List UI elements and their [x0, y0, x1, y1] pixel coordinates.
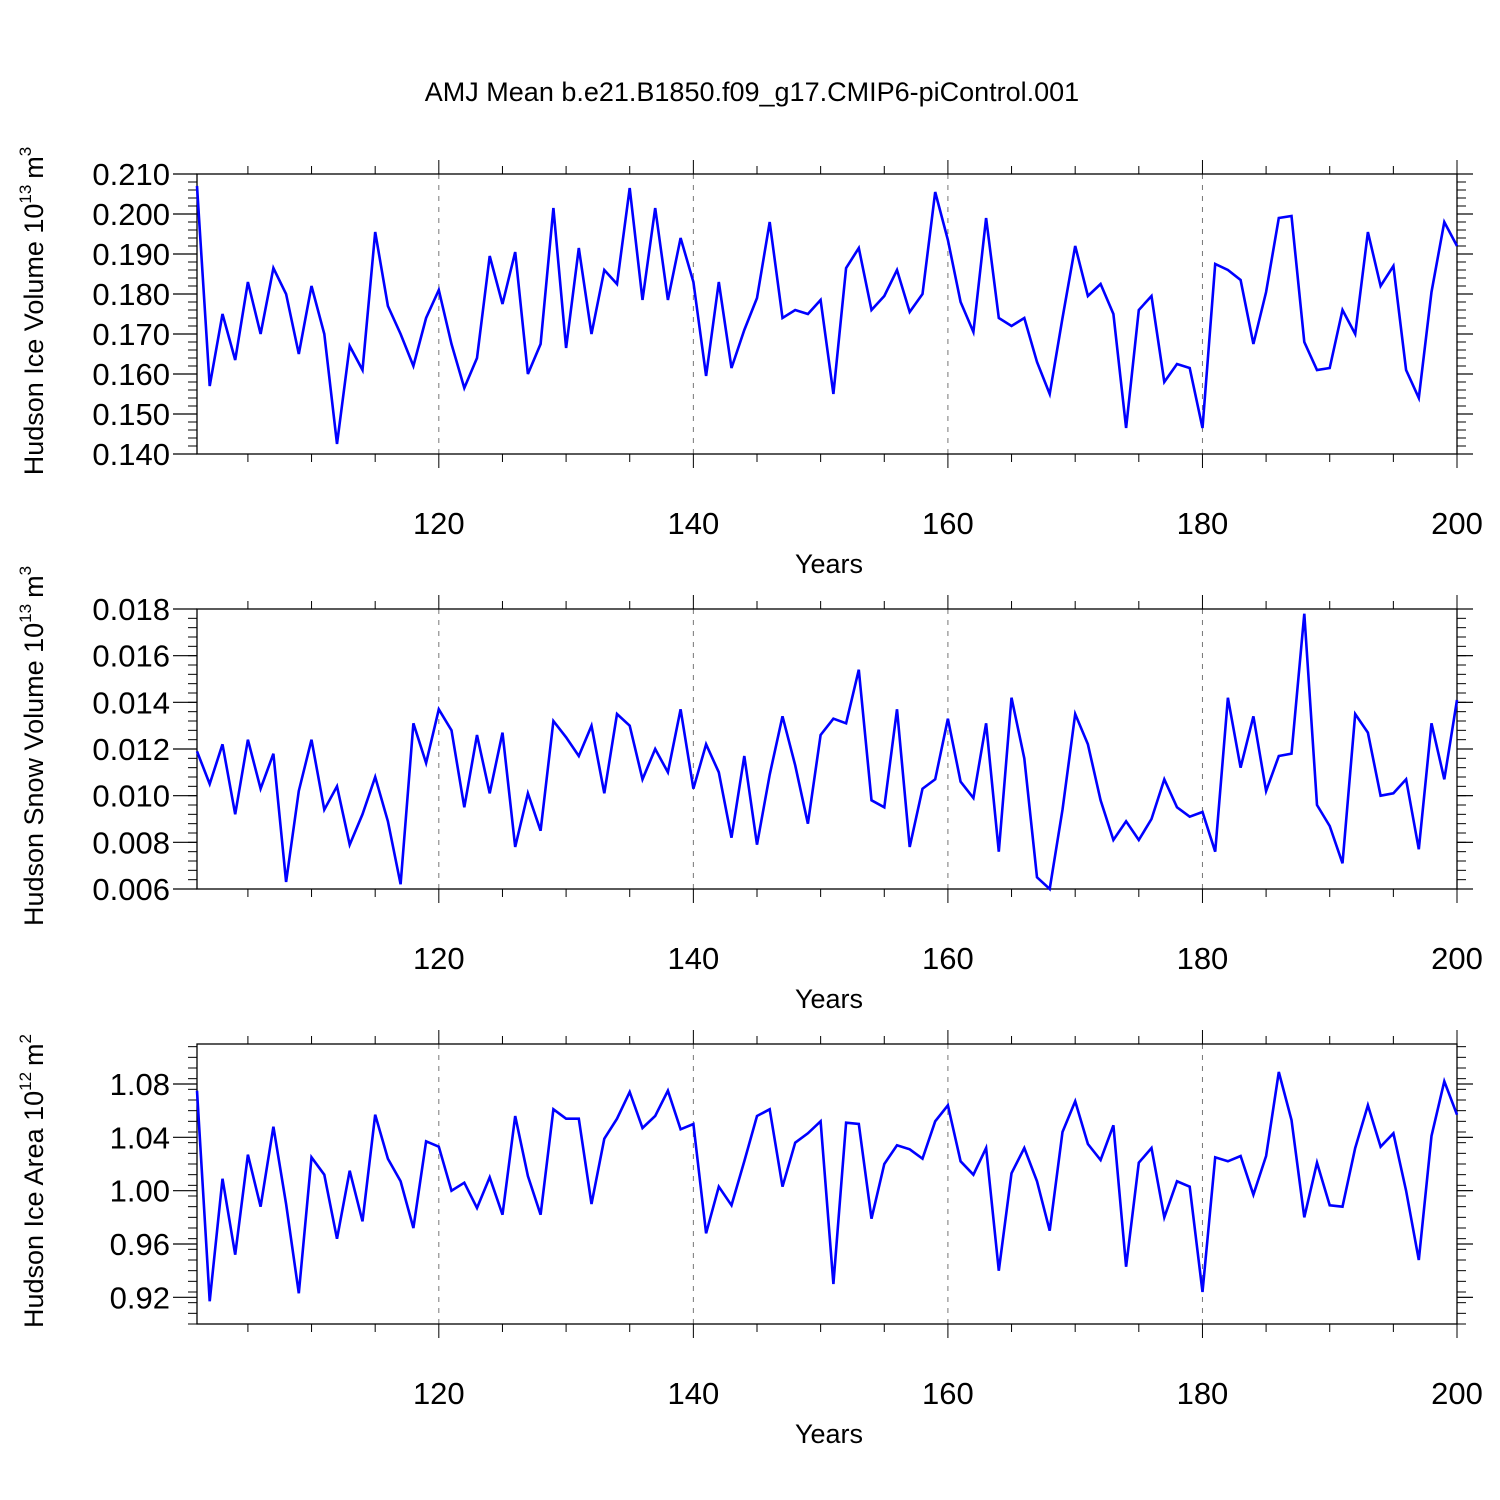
- y-tick-label-0-018: 0.018: [92, 592, 170, 627]
- y-tick-label-0-150: 0.150: [92, 397, 170, 432]
- y-tick-label-0-200: 0.200: [92, 197, 170, 232]
- y-tick-label-0-010: 0.010: [92, 779, 170, 814]
- plot-frame: [196, 1043, 1458, 1325]
- y-axis-title-unit-exponent: 2: [16, 1034, 35, 1043]
- x-tick-label-120: 120: [413, 1376, 465, 1411]
- x-axis-title: Years: [795, 984, 863, 1014]
- series-line-2-1: [195, 613, 1459, 892]
- y-tick-label-0-170: 0.170: [92, 317, 170, 352]
- y-axis-title: Hudson Ice Area 1012 m2: [16, 1034, 49, 1328]
- x-tick-label-200: 200: [1431, 941, 1483, 976]
- x-axis-title: Years: [795, 549, 863, 579]
- panel-1: 0.140 0.150 0.160 0.170 0.180 0.190 0.200 0.210…: [16, 147, 1483, 579]
- y-axis-title-unit: m: [19, 575, 49, 598]
- y-axis-title: Hudson Ice Volume 1013 m3: [16, 147, 49, 476]
- y-tick-label-0-180: 0.180: [92, 277, 170, 312]
- x-axis-title: Years: [795, 1419, 863, 1449]
- x-tick-label-160: 160: [922, 506, 974, 541]
- x-tick-label-180: 180: [1177, 941, 1229, 976]
- x-tick-label-120: 120: [413, 941, 465, 976]
- y-tick-label-1-04: 1.04: [110, 1120, 170, 1155]
- x-tick-label-140: 140: [667, 941, 719, 976]
- plot-frame: [196, 173, 1458, 455]
- x-tick-label-140: 140: [667, 1376, 719, 1411]
- y-tick-label-0-016: 0.016: [92, 639, 170, 674]
- y-tick-label-0-014: 0.014: [92, 685, 170, 720]
- y-axis-title-unit: m: [19, 156, 49, 179]
- x-tick-label-160: 160: [922, 941, 974, 976]
- y-axis-title-text: Hudson Ice Area 10: [19, 1091, 49, 1328]
- x-tick-label-120: 120: [413, 506, 465, 541]
- plot-frame: [196, 608, 1458, 890]
- x-tick-label-180: 180: [1177, 1376, 1229, 1411]
- y-axis-title-unit-exponent: 3: [16, 147, 35, 156]
- y-axis-title: Hudson Snow Volume 1013 m3: [16, 566, 49, 926]
- chart-title: AMJ Mean b.e21.B1850.f09_g17.CMIP6-piCon…: [425, 77, 1079, 107]
- y-axis-title-unit: m: [19, 1043, 49, 1066]
- y-axis-title-unit-exponent: 3: [16, 566, 35, 575]
- y-tick-label-0-012: 0.012: [92, 732, 170, 767]
- x-tick-label-200: 200: [1431, 506, 1483, 541]
- y-tick-label-0-008: 0.008: [92, 825, 170, 860]
- x-tick-label-160: 160: [922, 1376, 974, 1411]
- panel-3: 0.92 0.96 1.00 1.04 1.08 120 140 160 180 200 Years…: [16, 1030, 1483, 1449]
- y-axis-title-exponent: 13: [16, 185, 35, 204]
- x-tick-label-180: 180: [1177, 506, 1229, 541]
- y-tick-label-1-00: 1.00: [110, 1174, 170, 1209]
- y-tick-label-0-160: 0.160: [92, 357, 170, 392]
- y-tick-label-0-006: 0.006: [92, 872, 170, 907]
- series-line-3-1: [195, 1071, 1459, 1302]
- y-axis-title-text: Hudson Ice Volume 10: [19, 204, 49, 476]
- series-line-1-1: [195, 185, 1459, 445]
- y-tick-label-0-92: 0.92: [110, 1280, 170, 1315]
- y-tick-label-0-96: 0.96: [110, 1227, 170, 1262]
- y-tick-label-0-190: 0.190: [92, 237, 170, 272]
- y-axis-title-text: Hudson Snow Volume 10: [19, 623, 49, 926]
- x-tick-label-200: 200: [1431, 1376, 1483, 1411]
- x-tick-label-140: 140: [667, 506, 719, 541]
- panel-2: 0.006 0.008 0.010 0.012 0.014 0.016 0.018 120 14…: [16, 566, 1483, 1014]
- y-axis-title-exponent: 13: [16, 604, 35, 623]
- panels: 0.140 0.150 0.160 0.170 0.180 0.190 0.200 0.210…: [16, 147, 1483, 1449]
- y-tick-label-0-140: 0.140: [92, 437, 170, 472]
- y-tick-label-1-08: 1.08: [110, 1067, 170, 1102]
- y-tick-label-0-210: 0.210: [92, 157, 170, 192]
- y-axis-title-exponent: 12: [16, 1072, 35, 1091]
